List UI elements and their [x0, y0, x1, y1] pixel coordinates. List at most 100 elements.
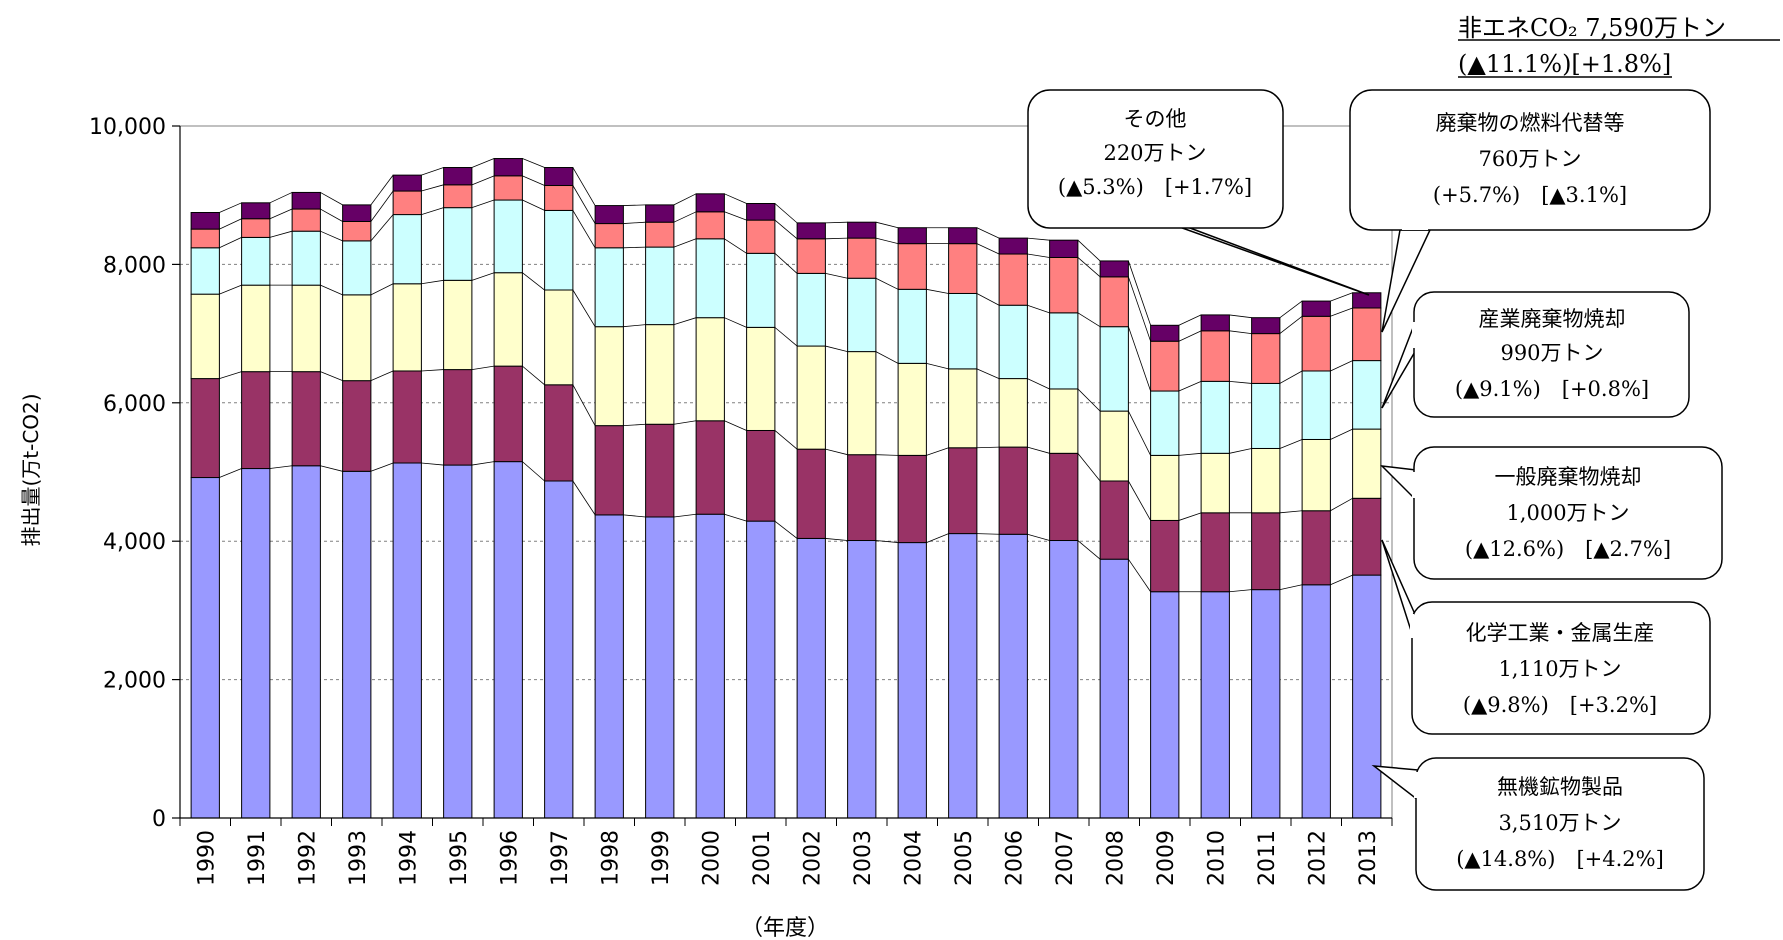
bar-segment	[241, 371, 271, 470]
bar-segment	[342, 470, 372, 819]
bar-segment	[796, 272, 826, 347]
callout-industrial-waste: 産業廃棄物焼却 990万トン (▲9.1%) [+0.8%]	[1381, 291, 1690, 418]
series-connector	[1330, 428, 1353, 440]
series-connector	[875, 454, 899, 456]
bar-segment	[1200, 512, 1230, 593]
bar-segment	[1049, 388, 1079, 454]
bar-segment	[443, 184, 473, 209]
x-tick-label: 1992	[295, 830, 320, 886]
bar-segment	[746, 219, 776, 254]
series-connector	[926, 288, 949, 294]
bar-segment	[1099, 326, 1129, 412]
series-connector	[976, 293, 1000, 306]
bar-segment	[695, 317, 725, 422]
series-connector	[269, 208, 293, 220]
bar-segment	[342, 240, 372, 296]
bar-segment	[190, 228, 220, 249]
callout-chemical-metal-value: 1,110万トン	[1498, 657, 1621, 681]
bar-segment	[897, 542, 927, 819]
series-connector	[825, 221, 848, 224]
bar-segment	[392, 370, 422, 464]
bar-segment	[241, 284, 271, 373]
series-connector	[1027, 378, 1050, 390]
bar-segment	[544, 209, 574, 291]
bar-segment	[1099, 276, 1129, 328]
bar-segment	[1150, 454, 1180, 521]
bar-segment	[443, 167, 473, 186]
bar-segment	[544, 384, 574, 482]
series-connector	[1229, 314, 1252, 319]
bar-segment	[544, 167, 574, 187]
series-connector	[774, 430, 798, 450]
bar-segment	[1301, 510, 1331, 586]
series-connector	[673, 211, 697, 223]
series-connector	[623, 204, 646, 206]
bar-segment	[1099, 260, 1129, 278]
bar-segment	[493, 365, 523, 463]
series-connector	[825, 538, 848, 541]
bar-segment	[544, 480, 574, 819]
x-tick-label: 1996	[497, 830, 522, 886]
bar-segment	[948, 447, 978, 535]
series-connector	[320, 284, 343, 296]
callout-industrial-waste-value: 990万トン	[1500, 341, 1603, 365]
x-tick-label: 2004	[901, 830, 926, 886]
series-connector	[320, 230, 343, 242]
bar-segment	[1049, 256, 1079, 314]
series-connector	[572, 210, 596, 248]
bar-segment	[241, 202, 271, 220]
x-tick-label: 1998	[598, 830, 623, 886]
bar-segment	[443, 207, 473, 281]
series-connector	[219, 237, 242, 249]
bar-segment	[291, 230, 321, 286]
series-connector	[825, 345, 848, 352]
series-connector	[623, 221, 646, 224]
series-connector	[976, 446, 1000, 449]
series-connector	[774, 203, 798, 224]
series-connector	[320, 465, 343, 472]
callout-industrial-waste-change: (▲9.1%) [+0.8%]	[1455, 377, 1649, 401]
bar-segment	[998, 304, 1028, 380]
bar-segment	[493, 272, 523, 367]
bar-segment	[392, 190, 422, 216]
x-tick-label: 1999	[649, 830, 674, 886]
series-connector	[1279, 300, 1303, 319]
series-connector	[724, 420, 747, 431]
bar-segment	[291, 208, 321, 232]
bar-segment	[847, 277, 877, 353]
bar-segment	[1251, 317, 1281, 335]
series-connector-lines	[219, 158, 1353, 593]
bar-segment	[493, 461, 523, 819]
bar-segment	[342, 380, 372, 472]
bar-segment	[897, 288, 927, 364]
bar-segment	[645, 324, 675, 425]
bar-segment	[1200, 452, 1230, 514]
series-connector	[875, 237, 899, 245]
series-connector	[471, 272, 495, 281]
bar-segment	[443, 279, 473, 371]
series-connector	[1178, 314, 1202, 326]
callout-municipal-waste-value: 1,000万トン	[1506, 501, 1629, 525]
bar-segment	[645, 516, 675, 819]
bar-segment	[291, 465, 321, 819]
bar-segment	[897, 362, 927, 456]
bar-segment	[1049, 239, 1079, 258]
series-connector	[1128, 260, 1151, 326]
series-connector	[976, 227, 1000, 239]
x-tick-label: 1993	[346, 830, 371, 886]
callout-fuel-substitute-value: 760万トン	[1478, 147, 1581, 171]
bar-segment	[291, 191, 321, 210]
bar-segment	[190, 378, 220, 479]
bar-segment	[1049, 540, 1079, 819]
callout-mineral-products: 無機鉱物製品 3,510万トン (▲14.8%) [+4.2%]	[1371, 757, 1705, 891]
bar-segment	[1099, 410, 1129, 482]
series-connector	[1027, 304, 1050, 314]
series-connector	[421, 369, 444, 372]
series-connector	[1027, 533, 1050, 541]
y-tick-label: 4,000	[103, 530, 166, 555]
bar-segment	[746, 203, 776, 221]
series-connector	[219, 284, 242, 295]
series-connector	[1077, 388, 1101, 412]
bar-segment	[392, 462, 422, 819]
series-connector	[421, 207, 444, 215]
